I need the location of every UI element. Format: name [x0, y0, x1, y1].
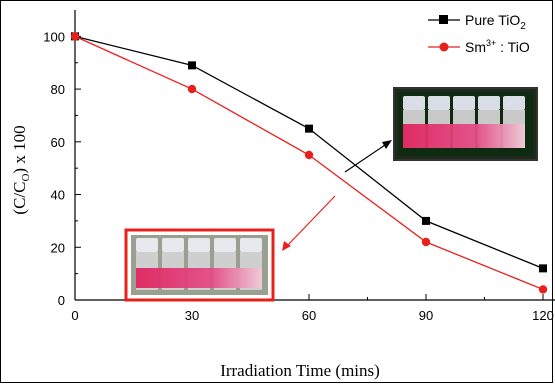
- arrow-to-pure-inset: [344, 142, 389, 173]
- series-1: [70, 32, 548, 294]
- arrow-head-doped: [282, 241, 291, 251]
- inset-photo-pure: [393, 87, 538, 161]
- y-tick-label: 40: [51, 188, 65, 203]
- x-tick-label: 90: [419, 308, 433, 323]
- data-point: [304, 150, 314, 160]
- legend-label-doped: Sm3+ : TiO: [465, 38, 530, 55]
- y-tick-label: 80: [51, 82, 65, 97]
- y-axis-label-group: (C/CO) x 100: [10, 125, 32, 214]
- x-tick-label: 120: [532, 308, 554, 323]
- data-point: [70, 32, 80, 41]
- data-point: [538, 285, 548, 294]
- arrow-to-doped-inset: [285, 195, 336, 248]
- inset-arrows: [282, 140, 392, 251]
- tick-labels: 0 30 60 90 120 0 20 40 60 80 100: [43, 29, 554, 323]
- x-tick-label: 60: [302, 308, 316, 323]
- data-point: [188, 61, 196, 70]
- vials-doped: [136, 238, 262, 290]
- x-axis-label: Irradiation Time (mins): [220, 361, 380, 380]
- y-axis-label: (C/CO) x 100: [10, 125, 32, 214]
- data-point: [421, 237, 431, 247]
- data-point: [305, 124, 313, 133]
- y-tick-label: 0: [58, 293, 65, 308]
- x-tick-label: 0: [71, 308, 78, 323]
- y-tick-label: 100: [43, 29, 65, 44]
- inset-photo-doped: [124, 228, 275, 302]
- x-tick-label: 30: [185, 308, 199, 323]
- arrow-head-pure: [382, 140, 392, 149]
- legend-item-pure: Pure TiO2: [428, 12, 526, 32]
- legend-item-doped: Sm3+ : TiO: [428, 38, 530, 55]
- data-point: [422, 216, 430, 225]
- vials-pure: [403, 96, 525, 148]
- data-point: [187, 84, 197, 94]
- series-layer: [70, 32, 548, 294]
- data-point: [539, 264, 547, 273]
- y-tick-label: 20: [51, 240, 65, 255]
- y-tick-label: 60: [51, 135, 65, 150]
- legend-label-pure: Pure TiO2: [465, 12, 526, 32]
- legend: Pure TiO2 Sm3+ : TiO: [428, 12, 530, 55]
